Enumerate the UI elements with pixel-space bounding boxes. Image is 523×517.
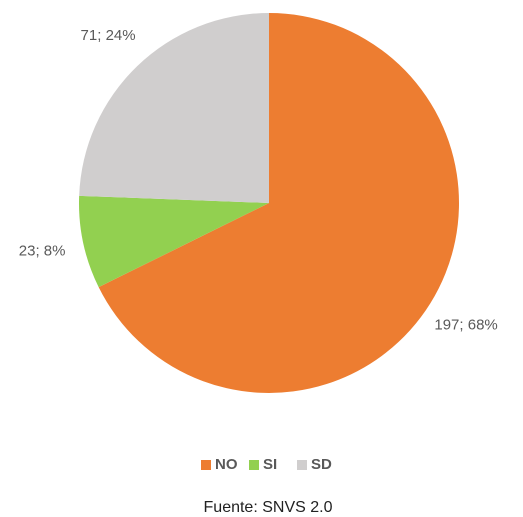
pie-slice — [79, 195, 270, 288]
legend-swatch — [297, 460, 307, 470]
data-label: 23; 8% — [19, 242, 66, 259]
legend-swatch — [249, 460, 259, 470]
legend-swatch — [201, 460, 211, 470]
pie-slice — [98, 13, 460, 393]
data-label: 197; 68% — [434, 316, 497, 333]
legend-label: NO — [215, 456, 238, 473]
legend-label: SD — [311, 456, 332, 473]
data-label: 71; 24% — [81, 27, 136, 44]
legend-label: SI — [263, 456, 277, 473]
pie-slice — [79, 12, 269, 204]
caption: Fuente: SNVS 2.0 — [204, 499, 333, 516]
